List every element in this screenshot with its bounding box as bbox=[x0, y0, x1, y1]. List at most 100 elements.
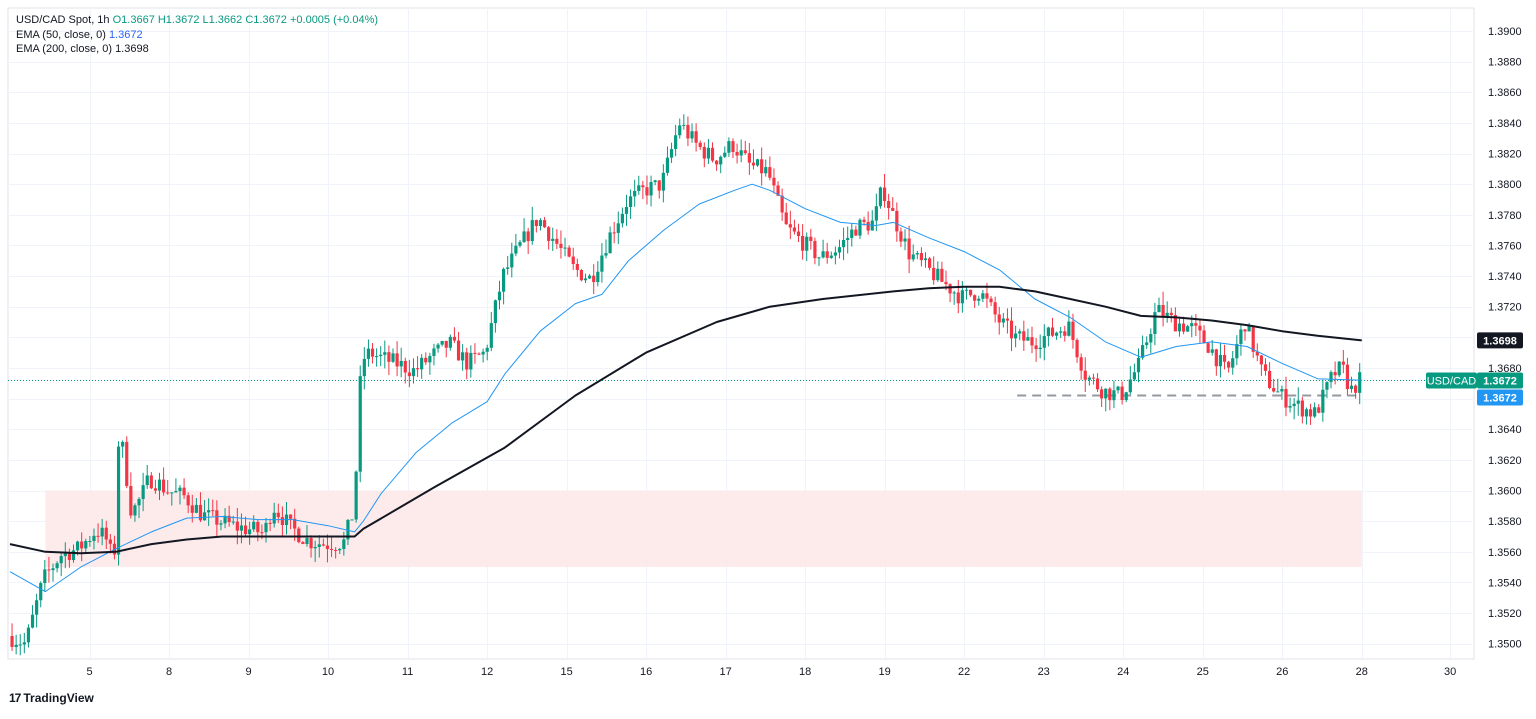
candle-body bbox=[723, 152, 727, 157]
legend-row-ema50[interactable]: EMA (50, close, 0) 1.3672 bbox=[16, 28, 378, 43]
candle-body bbox=[194, 504, 198, 513]
candle-body bbox=[108, 539, 112, 544]
candle-body bbox=[1263, 364, 1268, 371]
candle-body bbox=[510, 253, 514, 268]
candle-body bbox=[153, 488, 158, 491]
candle-body bbox=[674, 135, 678, 150]
candle-body bbox=[1120, 386, 1124, 401]
candle-body bbox=[743, 150, 747, 154]
candle-body bbox=[125, 441, 129, 487]
candle-body bbox=[35, 600, 39, 615]
candle-body bbox=[801, 236, 805, 251]
candle-body bbox=[891, 208, 895, 211]
candle-body bbox=[919, 253, 924, 261]
candle-body bbox=[739, 150, 743, 156]
candle-body bbox=[157, 479, 162, 491]
candle-body bbox=[735, 151, 739, 156]
candle-body bbox=[301, 542, 305, 544]
candle-body bbox=[1239, 329, 1243, 344]
x-tick-label: 26 bbox=[1276, 666, 1288, 678]
candle-body bbox=[321, 544, 325, 546]
candle-body bbox=[227, 515, 231, 523]
candle-body bbox=[772, 177, 776, 186]
candle-body bbox=[907, 238, 911, 260]
candle-body bbox=[358, 376, 362, 472]
candle-body bbox=[293, 518, 297, 529]
candle-body bbox=[661, 172, 665, 191]
candle-body bbox=[47, 569, 51, 571]
tradingview-logo-icon: 17 bbox=[9, 691, 21, 705]
candle-body bbox=[415, 368, 420, 370]
candle-body bbox=[1173, 315, 1177, 332]
candle-body bbox=[121, 441, 125, 447]
candle-body bbox=[501, 268, 506, 292]
candle-body bbox=[1325, 382, 1329, 390]
candle-body bbox=[129, 486, 133, 516]
candle-body bbox=[1341, 361, 1345, 365]
candle-body bbox=[755, 159, 760, 166]
candle-body bbox=[874, 206, 878, 221]
candle-body bbox=[92, 535, 96, 541]
candle-body bbox=[968, 289, 973, 296]
candle-body bbox=[714, 160, 719, 165]
candle-body bbox=[821, 251, 825, 258]
y-tick-label: 1.3600 bbox=[1488, 486, 1522, 498]
candle-body bbox=[796, 231, 801, 237]
candle-body bbox=[1288, 406, 1292, 408]
candle-body bbox=[784, 212, 788, 225]
candle-body bbox=[1243, 329, 1247, 332]
candle-body bbox=[1333, 372, 1337, 376]
ema50-line bbox=[9, 183, 1362, 593]
candle-body bbox=[268, 522, 272, 524]
candle-body bbox=[182, 487, 186, 496]
candle-body bbox=[702, 146, 706, 159]
candle-body bbox=[305, 538, 309, 544]
candle-body bbox=[30, 614, 35, 628]
candle-body bbox=[186, 495, 190, 506]
candle-body bbox=[342, 539, 346, 549]
candle-body bbox=[448, 336, 452, 348]
candle-body bbox=[1116, 386, 1120, 391]
legend-row-ema200[interactable]: EMA (200, close, 0) 1.3698 bbox=[16, 42, 378, 57]
x-tick-label: 23 bbox=[1038, 666, 1050, 678]
candle-body bbox=[235, 521, 239, 531]
candle-body bbox=[751, 162, 756, 166]
tradingview-logo[interactable]: 17 TradingView bbox=[9, 691, 94, 705]
candle-body bbox=[780, 195, 784, 213]
candle-body bbox=[989, 298, 993, 303]
candle-body bbox=[370, 348, 375, 357]
candle-body bbox=[26, 627, 31, 643]
ema50-badge-bg bbox=[1477, 389, 1523, 406]
candle-body bbox=[878, 187, 883, 207]
candle-body bbox=[428, 355, 432, 363]
candle-body bbox=[944, 281, 948, 285]
candle-body bbox=[1054, 332, 1059, 336]
candle-body bbox=[526, 231, 530, 242]
candle-body bbox=[882, 187, 887, 202]
y-tick-label: 1.3840 bbox=[1488, 118, 1522, 130]
candle-body bbox=[420, 357, 424, 370]
candle-body bbox=[297, 528, 301, 543]
candle-body bbox=[215, 510, 219, 525]
candle-body bbox=[395, 353, 399, 367]
candle-body bbox=[1202, 330, 1206, 344]
legend-ohlc: O1.3667 H1.3672 L1.3662 C1.3672 +0.0005 … bbox=[112, 14, 379, 26]
candle-body bbox=[628, 196, 633, 208]
candle-body bbox=[166, 492, 170, 494]
candle-body bbox=[694, 131, 698, 143]
candle-body bbox=[461, 352, 465, 361]
ema200-line bbox=[9, 285, 1362, 555]
candle-body bbox=[1095, 378, 1100, 390]
candle-body bbox=[424, 357, 428, 363]
candle-body bbox=[1136, 357, 1141, 373]
candle-body bbox=[1014, 333, 1018, 339]
candle-body bbox=[1145, 342, 1149, 346]
symbol-badge-bg bbox=[1426, 372, 1477, 389]
ema200-badge-text: 1.3698 bbox=[1483, 335, 1517, 347]
candle-body bbox=[1001, 318, 1005, 323]
candle-body bbox=[465, 352, 469, 370]
candle-body bbox=[1210, 349, 1214, 353]
candle-body bbox=[55, 563, 59, 569]
